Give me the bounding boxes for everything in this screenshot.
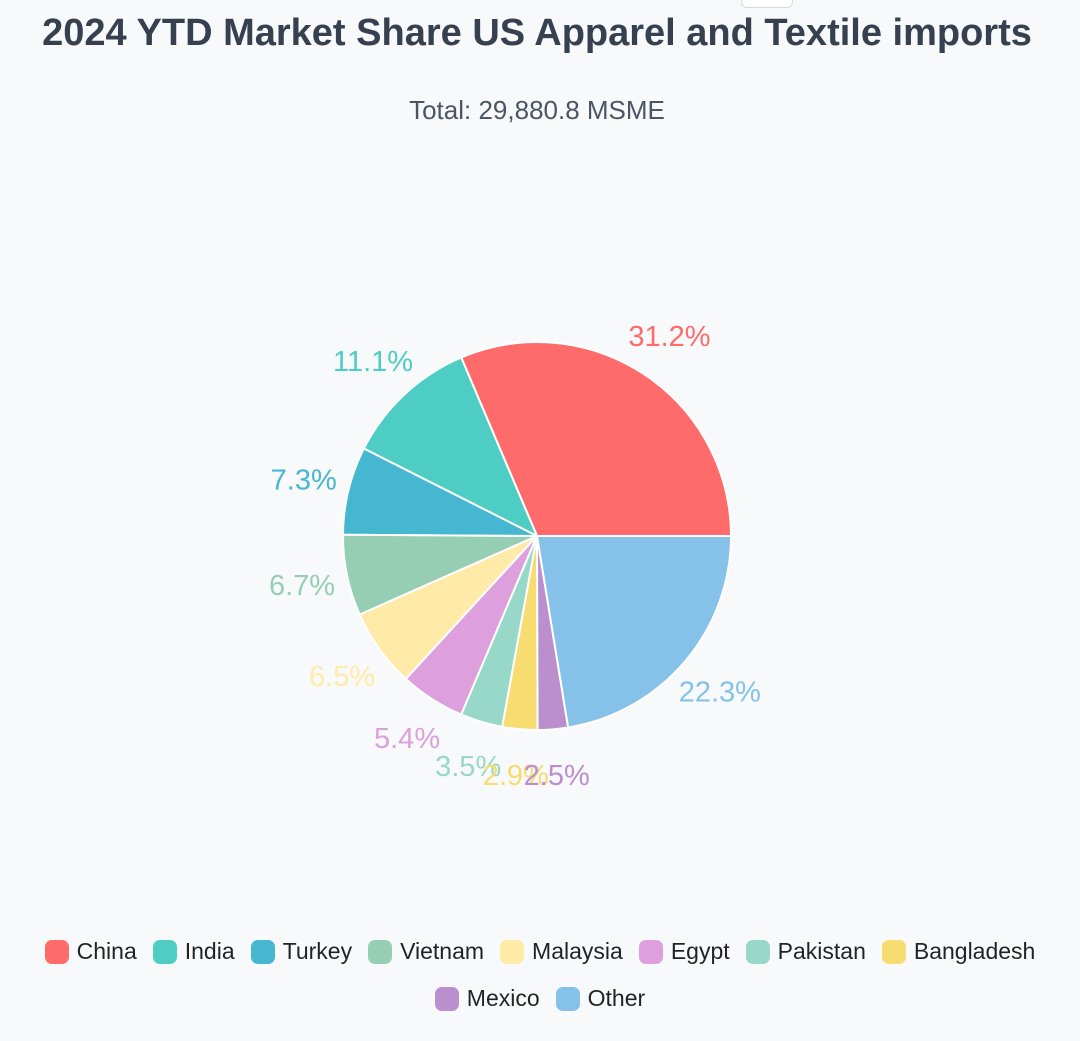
legend-swatch [881,939,906,964]
legend-label: Vietnam [400,938,485,964]
legend-label: Other [587,985,646,1011]
legend-label: Bangladesh [913,938,1036,964]
legend-item-turkey[interactable]: Turkey [250,938,353,965]
legend-item-malaysia[interactable]: Malaysia [500,938,623,965]
legend-label: Pakistan [777,938,866,964]
legend-item-china[interactable]: China [44,938,137,965]
legend-item-other[interactable]: Other [555,985,646,1012]
legend-label: India [184,938,235,964]
legend-swatch [152,939,177,964]
legend-item-mexico[interactable]: Mexico [434,985,540,1012]
pie-label-china: 31.2% [628,321,710,353]
chart-subtitle: Total: 29,880.8 MSME [409,95,665,125]
legend-item-pakistan[interactable]: Pakistan [745,938,866,965]
pie-label-bangladesh: 2.9% [483,760,549,792]
legend-item-egypt[interactable]: Egypt [638,938,730,965]
legend-swatch [368,939,393,964]
pie-label-pakistan: 3.5% [435,751,501,783]
pie-label-vietnam: 6.7% [269,570,335,602]
chart-legend: China India Turkey Vietnam Malaysia Egypt Paki… [20,938,1060,1012]
legend-label: China [76,938,137,964]
pie-label-egypt: 5.4% [374,723,440,755]
legend-item-india[interactable]: India [152,938,235,965]
legend-item-bangladesh[interactable]: Bangladesh [881,938,1036,965]
legend-item-vietnam[interactable]: Vietnam [368,938,484,965]
legend-swatch [500,939,525,964]
pie-slice-other[interactable] [535,535,733,729]
legend-label: Malaysia [532,938,623,964]
legend-swatch [250,939,275,964]
legend-swatch [555,986,580,1011]
legend-swatch [434,986,459,1011]
pie-label-turkey: 7.3% [271,465,337,497]
legend-swatch [44,939,69,964]
legend-label: Egypt [670,938,730,964]
pie-label-malaysia: 6.5% [309,661,375,693]
legend-swatch [638,939,663,964]
pie-chart: 31.2% 11.1% 7.3% 6.7% 6.5% 5.4%3.5%2.9%2.5% 22… [269,321,761,792]
pie-slice-india[interactable] [362,356,539,539]
pie-label-other: 22.3% [679,676,761,708]
chart-title: 2024 YTD Market Share US Apparel and Tex… [42,12,1032,54]
legend-label: Turkey [282,938,353,964]
pie-label-mexico: 2.5% [524,760,590,792]
legend-swatch [745,939,770,964]
chart-toolbar-tab[interactable] [741,0,793,8]
pie-slice-china[interactable] [459,341,733,537]
pie-label-india: 11.1% [333,346,413,378]
legend-label: Mexico [466,985,540,1011]
